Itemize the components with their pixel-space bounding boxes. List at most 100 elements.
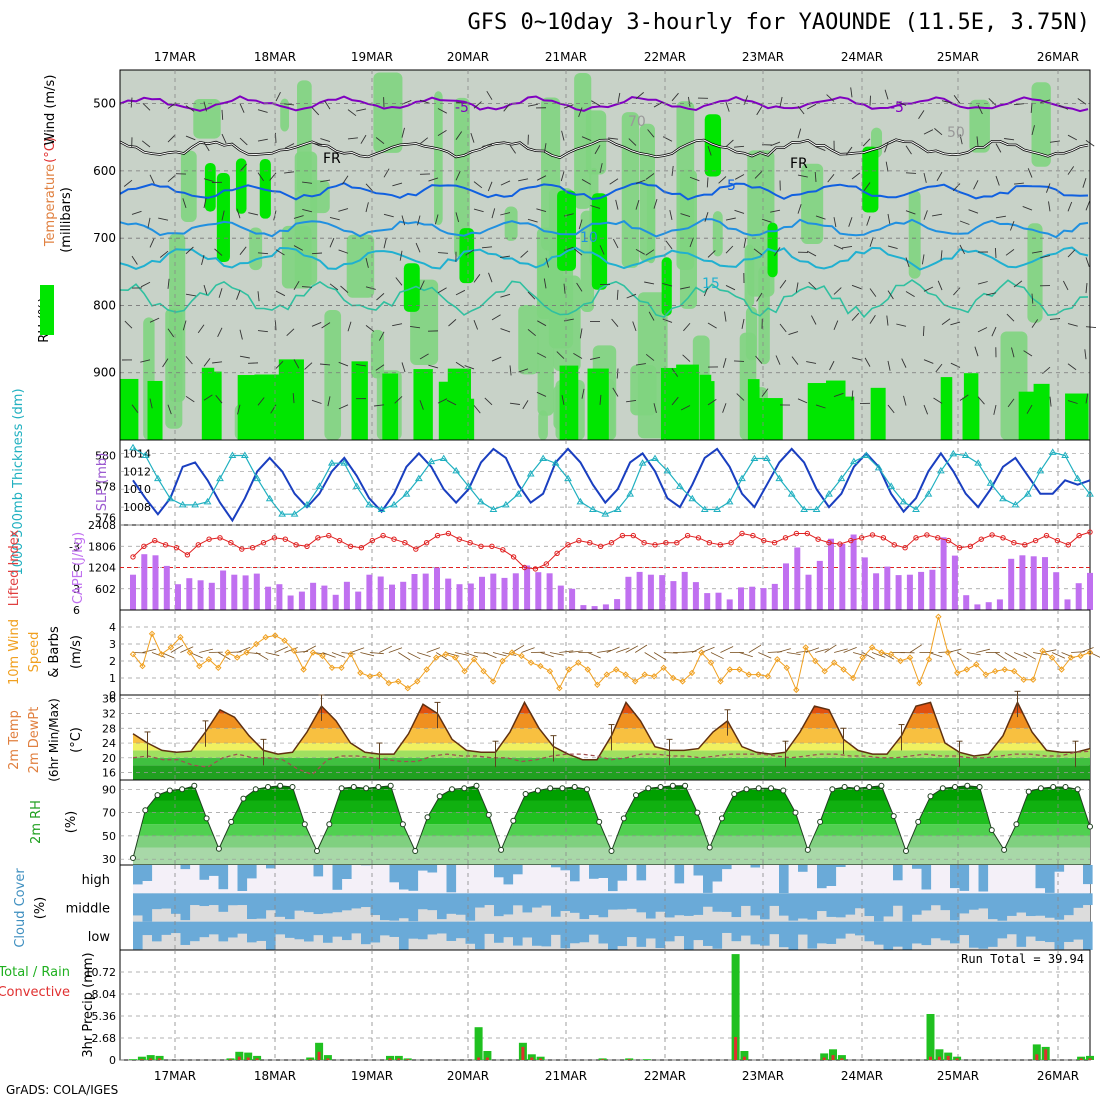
rh-marker <box>804 846 811 853</box>
rh-marker <box>252 786 259 793</box>
cloud-cover-bar <box>693 893 704 915</box>
lifted-index-marker <box>728 540 734 546</box>
lifted-index-marker <box>684 532 691 539</box>
wind-barb <box>543 278 547 289</box>
wind-barb <box>365 183 374 192</box>
wind-barb <box>953 95 961 104</box>
lifted-index-marker <box>597 543 604 549</box>
cloud-cover-bar <box>769 921 780 935</box>
rh-shade-moist <box>278 359 304 440</box>
wind-barb <box>887 290 894 300</box>
rh-marker <box>350 784 357 790</box>
cape-bar <box>951 555 958 610</box>
cloud-cover-bar <box>199 921 210 938</box>
series-marker <box>514 490 523 497</box>
cloud-cover-bar <box>712 865 723 882</box>
lifted-index-marker <box>858 535 865 541</box>
cloud-cover-bar <box>399 865 409 890</box>
y-tick-label: 1 <box>109 672 116 685</box>
cloud-cover-bar <box>494 865 504 878</box>
cloud-cover-bar <box>703 893 713 907</box>
wind-barb <box>805 647 820 653</box>
lifted-index-marker <box>924 532 930 538</box>
cloud-cover-bar <box>228 921 238 938</box>
cape-bar <box>231 574 238 610</box>
contour-label: 15 <box>702 276 720 292</box>
series-marker <box>452 466 461 474</box>
rh-marker <box>424 814 431 821</box>
lifted-index-marker <box>184 552 191 558</box>
wind-barb <box>755 355 763 364</box>
rh-marker <box>1062 784 1069 790</box>
cloud-cover-bar <box>532 893 542 908</box>
wind-barb <box>976 648 990 653</box>
series-marker <box>402 490 411 497</box>
wind-speed-marker <box>887 650 895 658</box>
wind-barb <box>293 280 300 291</box>
precip-convective-bar <box>955 1058 959 1060</box>
axis-title-precip: 3hr Precip (mm) <box>81 952 96 1057</box>
wind-speed-marker <box>252 640 260 648</box>
wind-barb <box>626 399 637 403</box>
series-marker <box>1036 466 1045 474</box>
wind-speed-marker <box>139 662 146 670</box>
wind-speed-marker <box>527 659 535 666</box>
wind-barb <box>185 246 194 255</box>
wind-speed-marker <box>148 630 156 638</box>
lifted-index-marker <box>347 543 354 549</box>
wind-barb <box>140 359 151 363</box>
series-marker <box>526 470 535 477</box>
wind-barb <box>797 174 808 178</box>
wind-barb <box>901 358 907 368</box>
wind-barb <box>218 288 223 298</box>
wind-barb <box>968 209 979 214</box>
wind-barb <box>887 213 891 224</box>
series-marker <box>1061 451 1070 458</box>
wind-barb <box>428 364 439 369</box>
wind-barb <box>455 171 461 181</box>
rh-marker <box>1074 786 1081 793</box>
series-marker <box>153 474 162 482</box>
rh-shade-moist <box>235 158 247 214</box>
cloud-cover-bar <box>1007 893 1017 916</box>
lifted-index-marker <box>619 532 626 539</box>
wind-barb <box>218 652 231 660</box>
cloud-cover-bar <box>532 921 542 946</box>
cloud-cover-bar <box>437 921 447 934</box>
rh-marker <box>510 817 517 824</box>
y-tick-label: 2 <box>109 655 116 668</box>
wind-barb <box>331 652 346 658</box>
y-tick-label: 5.36 <box>92 1010 117 1023</box>
axis-title-wind-speed: Speed <box>27 632 42 673</box>
wind-barb <box>724 311 727 322</box>
wind-barb <box>991 326 997 337</box>
lifted-index-marker <box>315 535 321 541</box>
cloud-cover-bar <box>579 893 590 920</box>
cape-bar <box>771 583 778 610</box>
wind-barb <box>503 103 511 112</box>
wind-barb <box>274 132 277 143</box>
lifted-index-marker <box>1032 537 1039 544</box>
wind-barb <box>435 652 449 661</box>
cloud-cover-bar <box>646 921 656 939</box>
wind-barb <box>559 650 574 653</box>
lifted-index-marker <box>554 550 560 556</box>
series-marker <box>290 510 299 517</box>
wind-barb <box>455 289 466 296</box>
cape-bar <box>220 570 227 610</box>
cloud-cover-bar <box>646 893 656 919</box>
wind-barb <box>212 361 223 364</box>
wind-speed-marker <box>641 671 648 678</box>
wind-barb <box>543 143 547 154</box>
wind-barb <box>628 138 637 146</box>
wind-barb <box>167 174 176 183</box>
wind-speed-marker <box>1048 654 1056 661</box>
cloud-cover-bar <box>209 893 219 906</box>
wind-barb <box>599 245 605 255</box>
cape-bar <box>614 599 621 610</box>
wind-barb <box>464 365 475 370</box>
cloud-cover-bar <box>323 893 333 914</box>
wind-barb <box>786 652 801 655</box>
cloud-cover-bar <box>418 921 428 940</box>
cape-bar <box>602 604 609 610</box>
